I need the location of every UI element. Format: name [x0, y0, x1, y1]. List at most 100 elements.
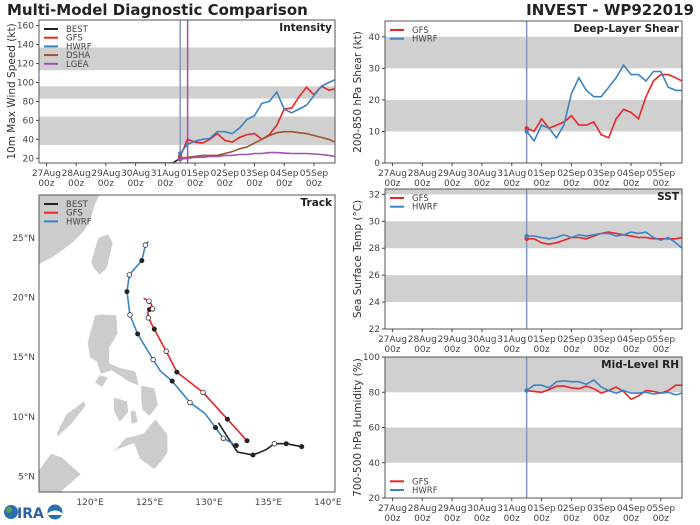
track-line-best [217, 422, 302, 456]
y-tick-label: 160 [17, 22, 34, 32]
track-point-open [163, 348, 169, 354]
x-tick-label: 28Aug [62, 169, 91, 179]
legend-label: HWRF [412, 486, 438, 496]
y-tick-label: 28 [369, 244, 381, 254]
x-tick-label: 00z [68, 179, 84, 189]
x-tick-label: 04Sep [617, 169, 646, 179]
y-tick-label: 20 [369, 96, 381, 106]
x-tick-label: 00z [653, 345, 669, 355]
legend-label: DSHA [66, 51, 90, 61]
y-tick-label: 40 [369, 459, 381, 469]
x-tick-label: 02Sep [557, 169, 586, 179]
x-tick-label: 31Aug [497, 504, 526, 514]
x-tick-label: 00z [593, 179, 609, 189]
series-line-hwrf [526, 231, 682, 249]
x-tick-label: 28Aug [408, 504, 437, 514]
legend-label: GFS [412, 194, 429, 204]
plot-area [39, 20, 335, 163]
x-tick-label: 00z [98, 179, 114, 189]
x-tick-label: 27Aug [378, 169, 407, 179]
y-tick-label: 25°N [12, 234, 35, 244]
x-tick-label: 28Aug [408, 169, 437, 179]
cira-logo: IRA [4, 504, 63, 522]
plot-area [385, 189, 682, 329]
x-tick-label: 04Sep [617, 504, 646, 514]
track-point-open [271, 440, 278, 447]
y-tick-label: 20 [369, 494, 381, 504]
y-tick-label: 100 [17, 79, 34, 89]
y-tick-label: 15°N [12, 353, 35, 363]
x-tick-label: 00z [306, 179, 322, 189]
x-tick-label: 00z [444, 345, 460, 355]
svg-text:IRA: IRA [17, 506, 44, 522]
x-tick-label: 00z [276, 179, 292, 189]
x-tick-label: 00z [157, 179, 173, 189]
landmass [130, 410, 138, 424]
legend-label: HWRF [66, 42, 92, 52]
series-start-point-hwrf [177, 151, 183, 156]
shaded-band [385, 99, 682, 132]
x-tick-label: 00z [187, 179, 203, 189]
x-tick-label: 29Aug [438, 169, 467, 179]
x-tick-label: 120°E [76, 498, 104, 508]
x-tick-label: 00z [563, 345, 579, 355]
y-tick-label: 10°N [12, 413, 35, 423]
x-tick-label: 00z [563, 179, 579, 189]
x-tick-label: 27Aug [378, 504, 407, 514]
series-start-point-hwrf [524, 233, 529, 239]
x-tick-label: 00z [623, 345, 639, 355]
x-tick-label: 05Sep [647, 504, 676, 514]
series-start-point-hwrf [524, 129, 529, 134]
x-tick-label: 00z [533, 179, 549, 189]
y-tick-label: 80 [23, 97, 35, 107]
landmass [136, 433, 151, 448]
x-tick-label: 00z [623, 514, 639, 524]
y-tick-label: 100 [363, 353, 380, 363]
y-tick-label: 24 [369, 298, 381, 308]
x-tick-label: 00z [444, 514, 460, 524]
series-line-gfs [179, 85, 335, 157]
x-tick-label: 05Sep [647, 169, 676, 179]
x-tick-label: 00z [653, 179, 669, 189]
series-line-gfs [526, 384, 682, 401]
x-tick-label: 00z [414, 514, 430, 524]
x-tick-label: 00z [533, 514, 549, 524]
series-line-best [120, 157, 188, 163]
shaded-band [385, 221, 682, 249]
shaded-band [385, 189, 682, 195]
y-tick-label: 32 [369, 190, 380, 200]
series-start-point-gfs [524, 126, 529, 131]
chart-intensity: 27Aug00z28Aug00z29Aug00z30Aug00z31Aug00z… [6, 19, 336, 189]
track-point-filled [124, 289, 130, 295]
series-line-hwrf [526, 63, 682, 143]
x-tick-label: 04Sep [617, 335, 646, 345]
series-start-point-hwrf [524, 388, 529, 393]
x-tick-label: 29Aug [438, 504, 467, 514]
x-tick-label: 30Aug [467, 335, 496, 345]
y-tick-label: 20°N [12, 294, 35, 304]
y-tick-label: 40 [23, 135, 35, 145]
shaded-band [385, 427, 682, 463]
legend-label: GFS [412, 477, 429, 487]
legend-label: GFS [66, 34, 83, 44]
x-tick-label: 00z [474, 514, 490, 524]
track-point-filled [139, 258, 145, 264]
chart-rh: 27Aug00z28Aug00z29Aug00z30Aug00z31Aug00z… [352, 353, 683, 524]
x-tick-label: 30Aug [121, 169, 150, 179]
x-tick-label: 00z [414, 345, 430, 355]
legend-label: GFS [412, 26, 429, 36]
chart-shear: 27Aug00z28Aug00z29Aug00z30Aug00z31Aug00z… [352, 20, 683, 189]
legend-label: HWRF [412, 203, 438, 213]
y-axis-label: Sea Surface Temp (°C) [352, 200, 364, 318]
plot-area [385, 357, 682, 498]
x-tick-label: 01Sep [181, 169, 210, 179]
x-tick-label: 28Aug [408, 335, 437, 345]
series-line-dsha [180, 130, 335, 160]
x-tick-label: 27Aug [378, 335, 407, 345]
x-tick-label: 125°E [136, 498, 164, 508]
landmass [141, 385, 158, 416]
x-tick-label: 30Aug [467, 504, 496, 514]
shaded-band [385, 275, 682, 303]
track-point-filled [250, 452, 256, 458]
